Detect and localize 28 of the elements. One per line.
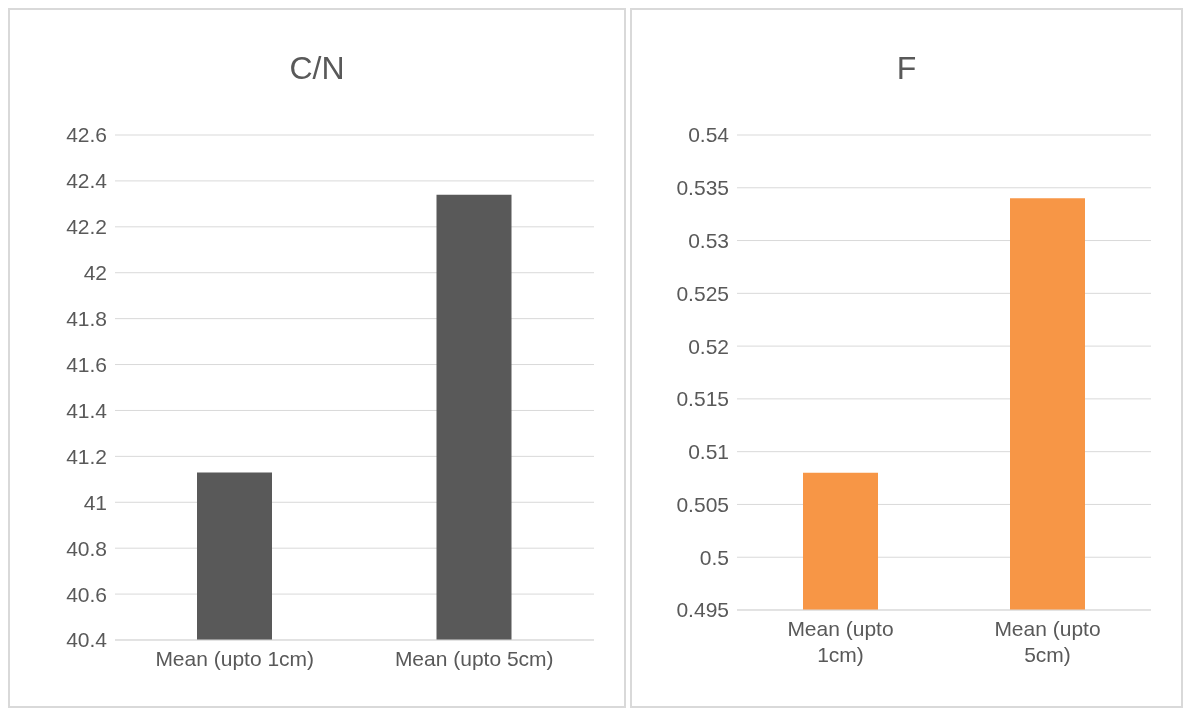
y-tick-label: 0.495 (676, 598, 729, 622)
chart-title: C/N (288, 50, 346, 88)
chart-title: F (895, 50, 918, 88)
y-tick-label: 0.525 (676, 281, 729, 305)
y-tick-label: 0.54 (688, 123, 730, 147)
y-tick-label: 42.4 (66, 169, 108, 193)
y-tick-label: 41 (83, 490, 107, 514)
y-tick-label: 0.505 (676, 492, 729, 516)
y-tick-label: 41.2 (66, 444, 107, 468)
y-tick-label: 41.8 (66, 307, 107, 331)
y-tick-label: 0.52 (688, 334, 729, 358)
y-tick-label: 42.2 (66, 215, 107, 239)
y-tick-label: 41.4 (66, 398, 108, 422)
y-tick-label: 40.8 (66, 536, 107, 560)
x-tick-label: Mean (upto 5cm) (994, 617, 1101, 666)
y-tick-label: 0.51 (688, 440, 729, 464)
x-tick-label: Mean (upto 1cm) (155, 647, 315, 670)
y-tick-label: 0.535 (676, 176, 729, 200)
y-tick-label: 42 (83, 261, 107, 285)
y-tick-label: 0.5 (699, 545, 729, 569)
y-tick-label: 41.6 (66, 353, 107, 376)
y-tick-label: 0.53 (688, 229, 729, 253)
x-tick-label: Mean (upto 1cm) (787, 617, 894, 666)
y-tick-label: 40.4 (66, 628, 108, 652)
y-tick-label: 40.6 (66, 582, 107, 606)
x-tick-label: Mean (upto 5cm) (394, 647, 554, 670)
y-tick-label: 0.515 (676, 387, 729, 411)
y-tick-label: 42.6 (66, 123, 107, 147)
